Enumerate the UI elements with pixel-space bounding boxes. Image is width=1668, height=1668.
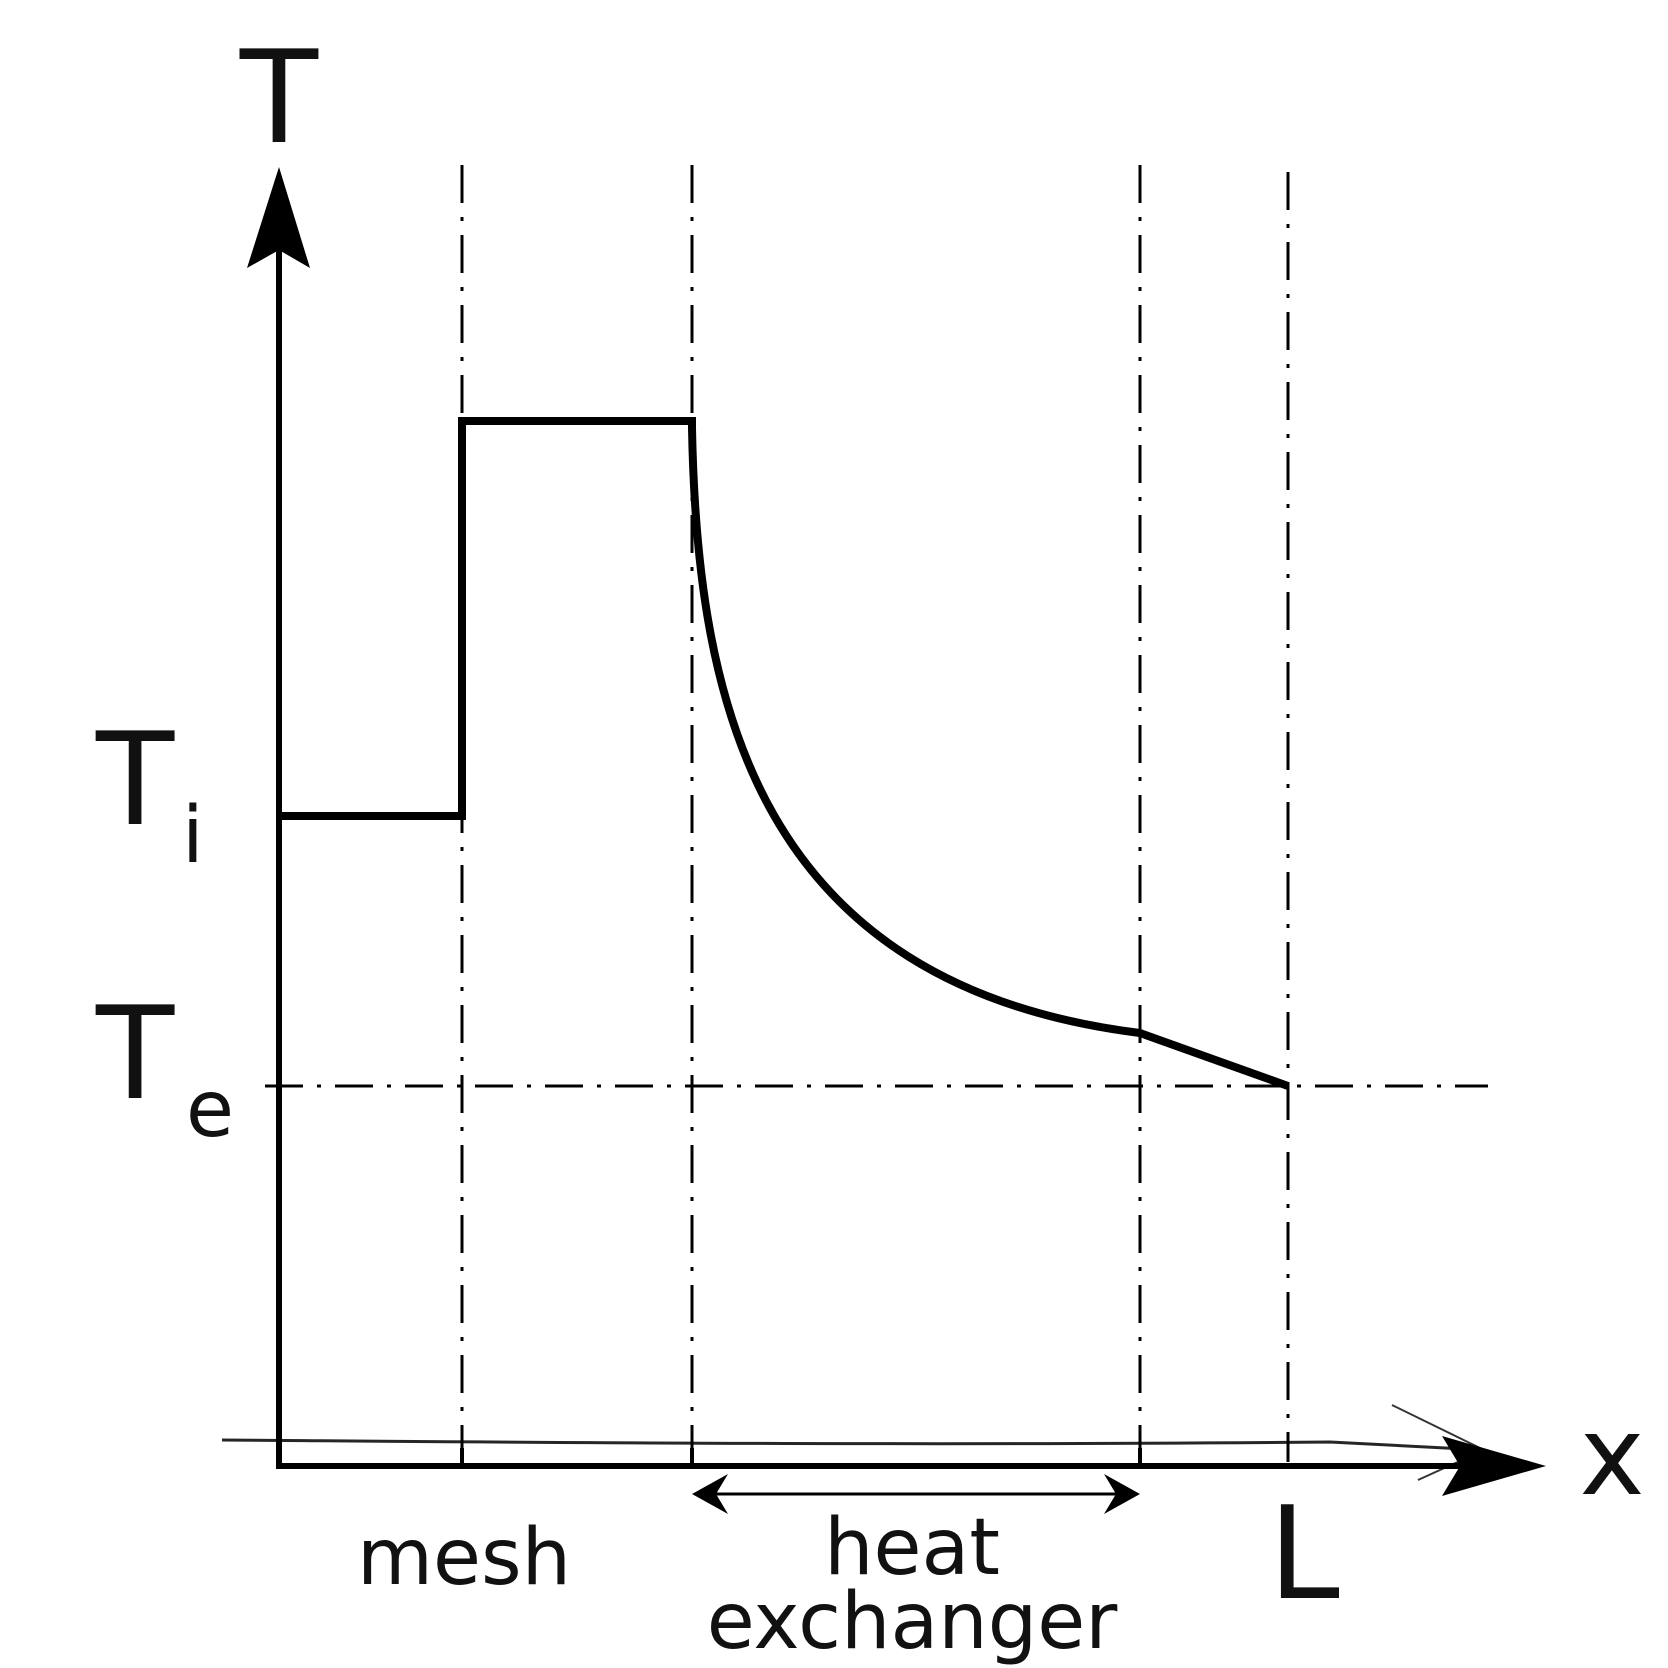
- y-axis-label: T: [239, 24, 319, 173]
- mesh-label: mesh: [357, 1513, 571, 1603]
- heat-exchanger-span-arrow: [692, 1474, 1140, 1514]
- x-axis-arrowhead: [1442, 1436, 1546, 1496]
- heat-exchanger-label-line1: heat: [824, 1503, 1000, 1593]
- y-axis-arrowhead: [247, 167, 310, 268]
- heat-exchanger-label-line2: exchanger: [707, 1577, 1118, 1667]
- temperature-profile-curve: [279, 417, 1290, 1090]
- te-label: T e: [95, 980, 234, 1155]
- x-axis-label: x: [1579, 1392, 1644, 1520]
- ti-label-main: T: [95, 706, 175, 855]
- y-axis: [247, 167, 310, 1466]
- te-label-sub: e: [186, 1065, 234, 1155]
- ti-label-sub: i: [182, 791, 204, 881]
- length-label: L: [1268, 1480, 1339, 1629]
- x-axis: [221, 1404, 1546, 1496]
- x-axis-ticks: [460, 1448, 1142, 1466]
- vertical-guides: [460, 165, 1290, 1462]
- ti-label: T i: [95, 706, 204, 881]
- te-label-main: T: [95, 980, 175, 1129]
